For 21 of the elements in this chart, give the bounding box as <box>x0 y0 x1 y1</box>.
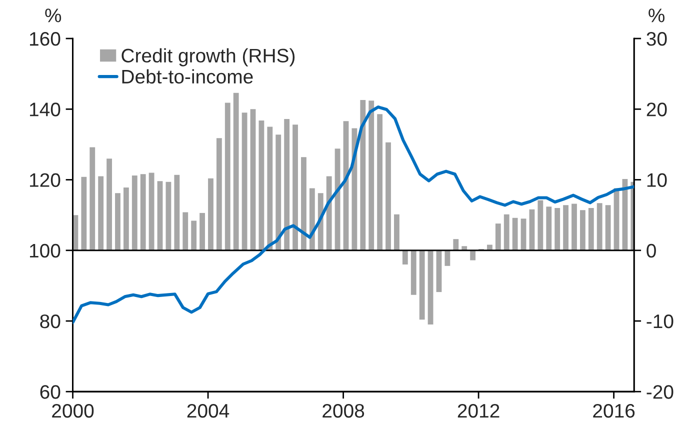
y2-tick-label: 30 <box>646 32 667 46</box>
y-tick-label: 100 <box>30 244 60 258</box>
x-tick-label: 2012 <box>458 404 500 418</box>
y2-axis-title: % <box>648 8 664 22</box>
y2-tick-label: -20 <box>646 385 674 399</box>
y2-tick-label: 10 <box>647 173 667 187</box>
y-tick-label: 120 <box>30 173 60 187</box>
legend-label: Credit growth (RHS) <box>122 48 295 66</box>
y-tick-label: 60 <box>40 385 60 399</box>
legend-label: Debt-to-income <box>122 69 253 84</box>
x-tick-label: 2004 <box>187 404 230 418</box>
x-tick-label: 2000 <box>52 404 94 418</box>
y-axis-title: % <box>45 8 62 22</box>
y-tick-label: 160 <box>30 32 60 46</box>
y-tick-label: 140 <box>30 102 60 116</box>
y2-tick-label: 20 <box>646 102 667 116</box>
y-tick-label: 80 <box>40 314 60 328</box>
x-tick-label: 2016 <box>593 404 635 418</box>
x-tick-label: 2008 <box>322 404 364 418</box>
y2-tick-label: 0 <box>646 244 656 258</box>
y2-tick-label: -10 <box>646 314 674 328</box>
